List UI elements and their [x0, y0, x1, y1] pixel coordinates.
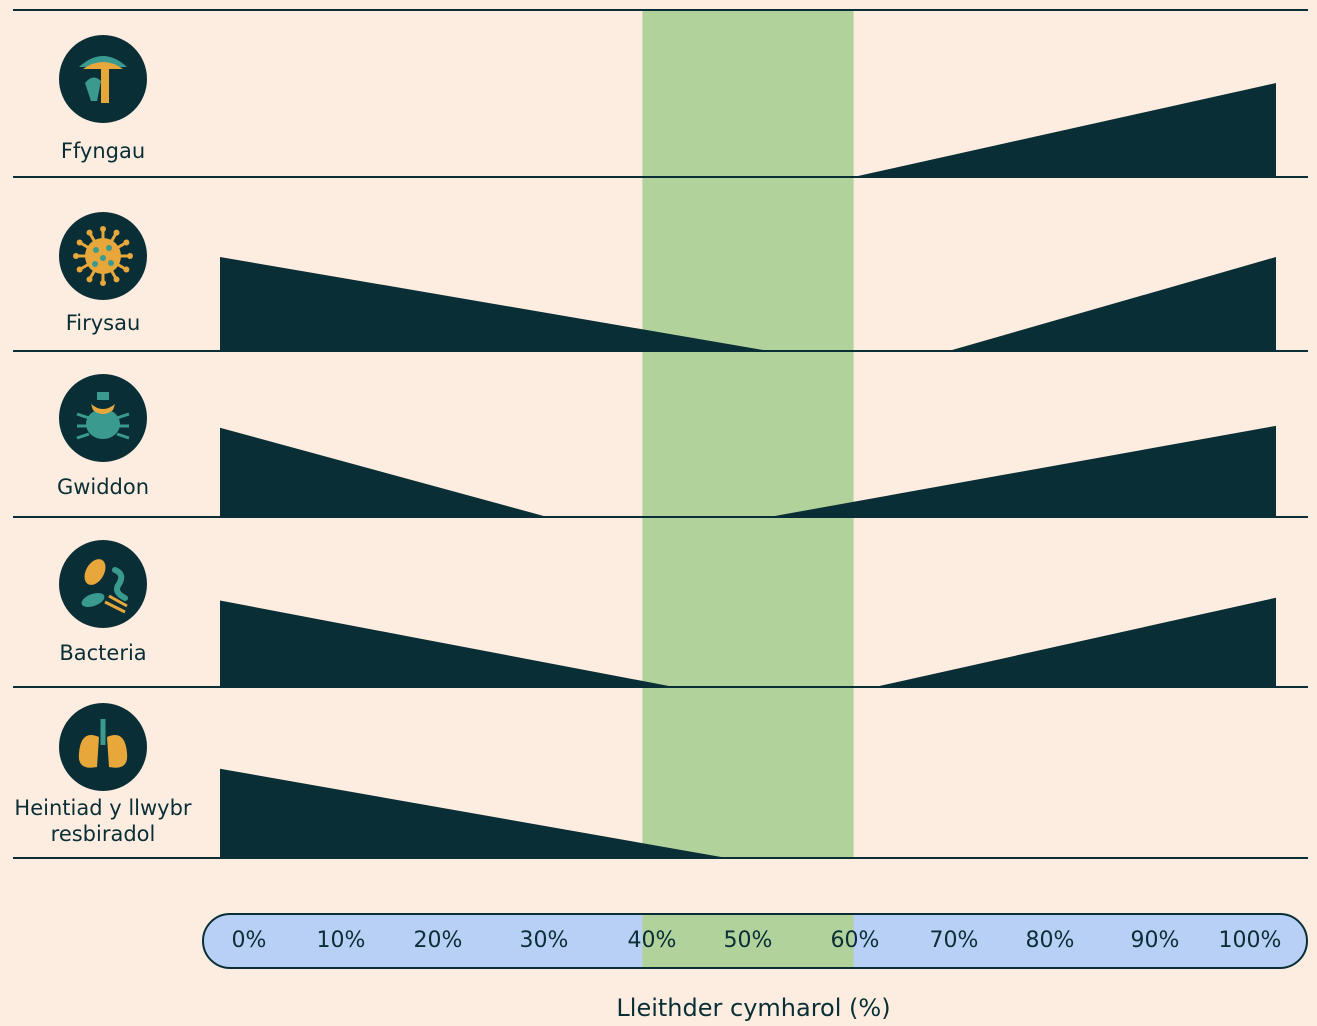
x-tick-label: 60% — [830, 928, 880, 953]
bacteria-icon — [59, 540, 147, 628]
row-label: Gwiddon — [56, 475, 150, 499]
risk-area-4-0 — [220, 768, 727, 858]
x-tick-label: 0% — [231, 928, 267, 953]
x-tick-label: 10% — [316, 928, 366, 953]
row-label: Ffyngau — [60, 139, 146, 163]
risk-area-1-1 — [948, 257, 1276, 351]
risk-area-1-0 — [220, 257, 770, 351]
risk-area-3-1 — [874, 597, 1276, 687]
x-tick-label: 20% — [413, 928, 463, 953]
row-label: Bacteria — [59, 641, 147, 665]
x-axis-optimal-band — [642, 914, 854, 968]
risk-area-0-0 — [853, 83, 1276, 177]
x-tick-label: 90% — [1130, 928, 1180, 953]
lungs-icon — [59, 703, 147, 791]
x-axis-title: Lleithder cymharol (%) — [616, 994, 891, 1022]
row-label: Heintiad y llwybr resbiradol — [3, 795, 203, 847]
x-tick-label: 40% — [627, 928, 677, 953]
risk-area-2-0 — [220, 427, 548, 517]
x-tick-label: 80% — [1025, 928, 1075, 953]
virus-icon — [59, 212, 147, 300]
x-tick-label: 30% — [519, 928, 569, 953]
x-tick-label: 50% — [723, 928, 773, 953]
optimal-humidity-band — [642, 10, 854, 858]
risk-area-2-1 — [769, 425, 1276, 517]
x-tick-label: 70% — [929, 928, 979, 953]
row-label-line: Heintiad y llwybr — [14, 796, 192, 820]
mushroom-icon — [59, 35, 147, 123]
x-axis-bar-border — [202, 913, 1308, 969]
row-label-line: resbiradol — [50, 822, 156, 846]
row-label: Firysau — [65, 311, 141, 335]
x-tick-label: 100% — [1218, 928, 1282, 953]
mite-icon — [59, 374, 147, 462]
risk-area-3-0 — [220, 600, 675, 687]
